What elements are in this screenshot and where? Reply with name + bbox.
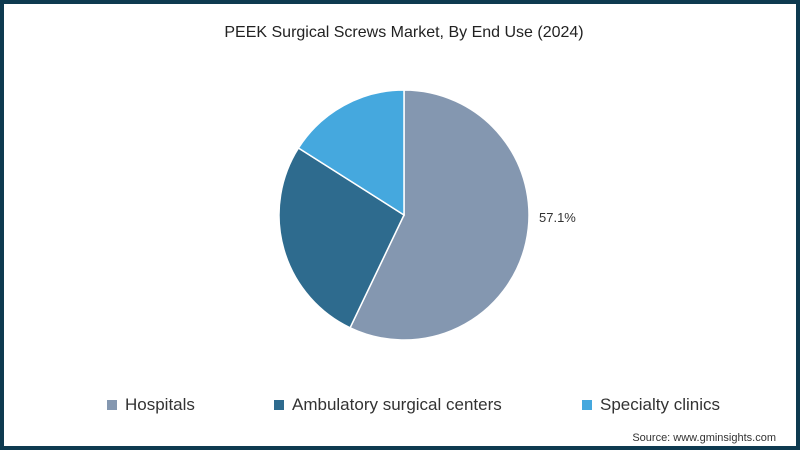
pie-slice-specialty-clinics <box>297 89 405 217</box>
legend-swatch-hospitals <box>107 400 117 410</box>
source-note: Source: www.gminsights.com <box>632 432 776 444</box>
hospitals-data-label: 57.1% <box>539 210 576 225</box>
chart-title: PEEK Surgical Screws Market, By End Use … <box>224 24 584 41</box>
legend-item-hospitals: Hospitals <box>107 395 195 415</box>
legend-label: Hospitals <box>125 395 195 414</box>
legend-label: Specialty clinics <box>600 395 720 414</box>
pie-chart <box>278 89 530 341</box>
legend-swatch-ambulatory <box>274 400 284 410</box>
legend: Hospitals Ambulatory surgical centers Sp… <box>4 395 800 415</box>
pie-slice-ambulatory-surgical-centers <box>278 146 405 329</box>
legend-label: Ambulatory surgical centers <box>292 395 502 414</box>
legend-swatch-specialty <box>582 400 592 410</box>
legend-item-specialty: Specialty clinics <box>582 395 720 415</box>
pie-slice-hospitals <box>349 89 530 341</box>
legend-item-ambulatory: Ambulatory surgical centers <box>274 395 502 415</box>
